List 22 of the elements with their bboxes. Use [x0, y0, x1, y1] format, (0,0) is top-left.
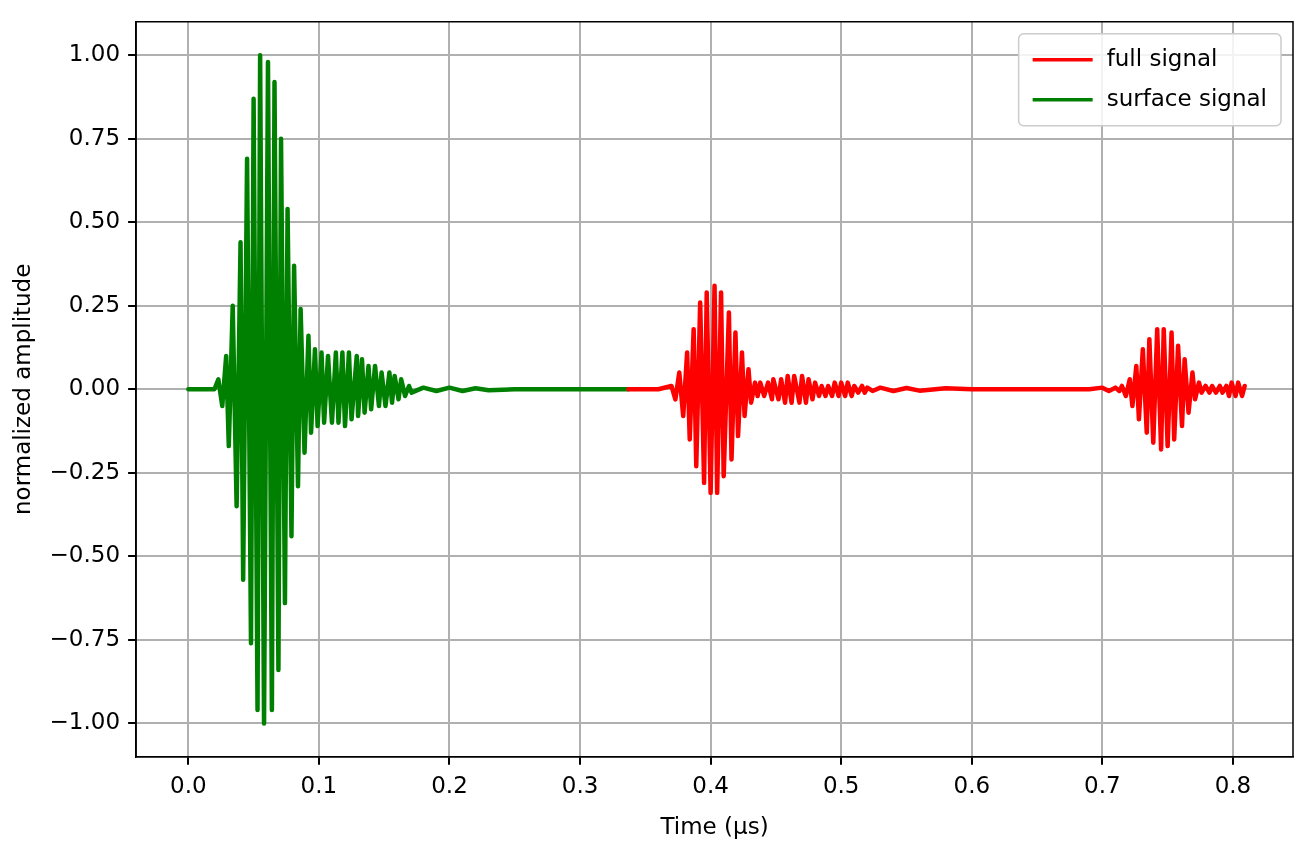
x-tick-label: 0.6 [953, 771, 991, 798]
y-tick-label: 0.75 [68, 123, 121, 150]
x-tick-label: 0.0 [170, 771, 207, 798]
legend-label: full signal [1106, 44, 1218, 71]
y-axis-title: normalized amplitude [8, 263, 35, 515]
x-tick-label: 0.1 [300, 771, 338, 798]
x-tick-label: 0.8 [1214, 771, 1252, 798]
y-tick-label: −1.00 [49, 708, 121, 735]
x-axis-title: Time (µs) [659, 813, 769, 840]
y-tick-label: 1.00 [68, 40, 121, 67]
x-tick-label: 0.3 [561, 771, 599, 798]
x-tick-label: 0.7 [1084, 771, 1121, 798]
y-tick-label: −0.50 [49, 541, 121, 568]
y-tick-label: 0.00 [68, 374, 121, 401]
x-tick-label: 0.5 [822, 771, 860, 798]
x-tick-label: 0.2 [431, 771, 468, 798]
y-tick-label: 0.50 [68, 207, 121, 234]
x-tick-label: 0.4 [692, 771, 729, 798]
y-tick-label: 0.25 [68, 290, 121, 317]
y-tick-label: −0.75 [49, 624, 121, 651]
y-tick-label: −0.25 [49, 457, 121, 484]
legend-label: surface signal [1106, 84, 1268, 111]
